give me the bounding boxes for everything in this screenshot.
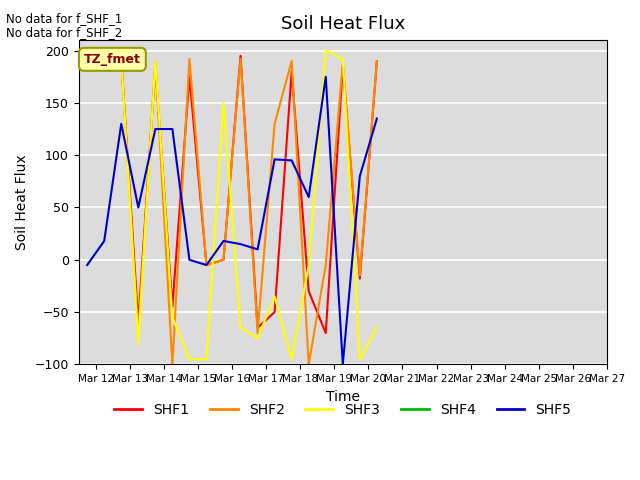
- Title: Soil Heat Flux: Soil Heat Flux: [281, 15, 405, 33]
- Text: TZ_fmet: TZ_fmet: [84, 53, 141, 66]
- Y-axis label: Soil Heat Flux: Soil Heat Flux: [15, 155, 29, 250]
- X-axis label: Time: Time: [326, 390, 360, 404]
- Text: No data for f_SHF_1: No data for f_SHF_1: [6, 12, 123, 25]
- Legend: SHF1, SHF2, SHF3, SHF4, SHF5: SHF1, SHF2, SHF3, SHF4, SHF5: [109, 397, 577, 422]
- Text: No data for f_SHF_2: No data for f_SHF_2: [6, 26, 123, 39]
